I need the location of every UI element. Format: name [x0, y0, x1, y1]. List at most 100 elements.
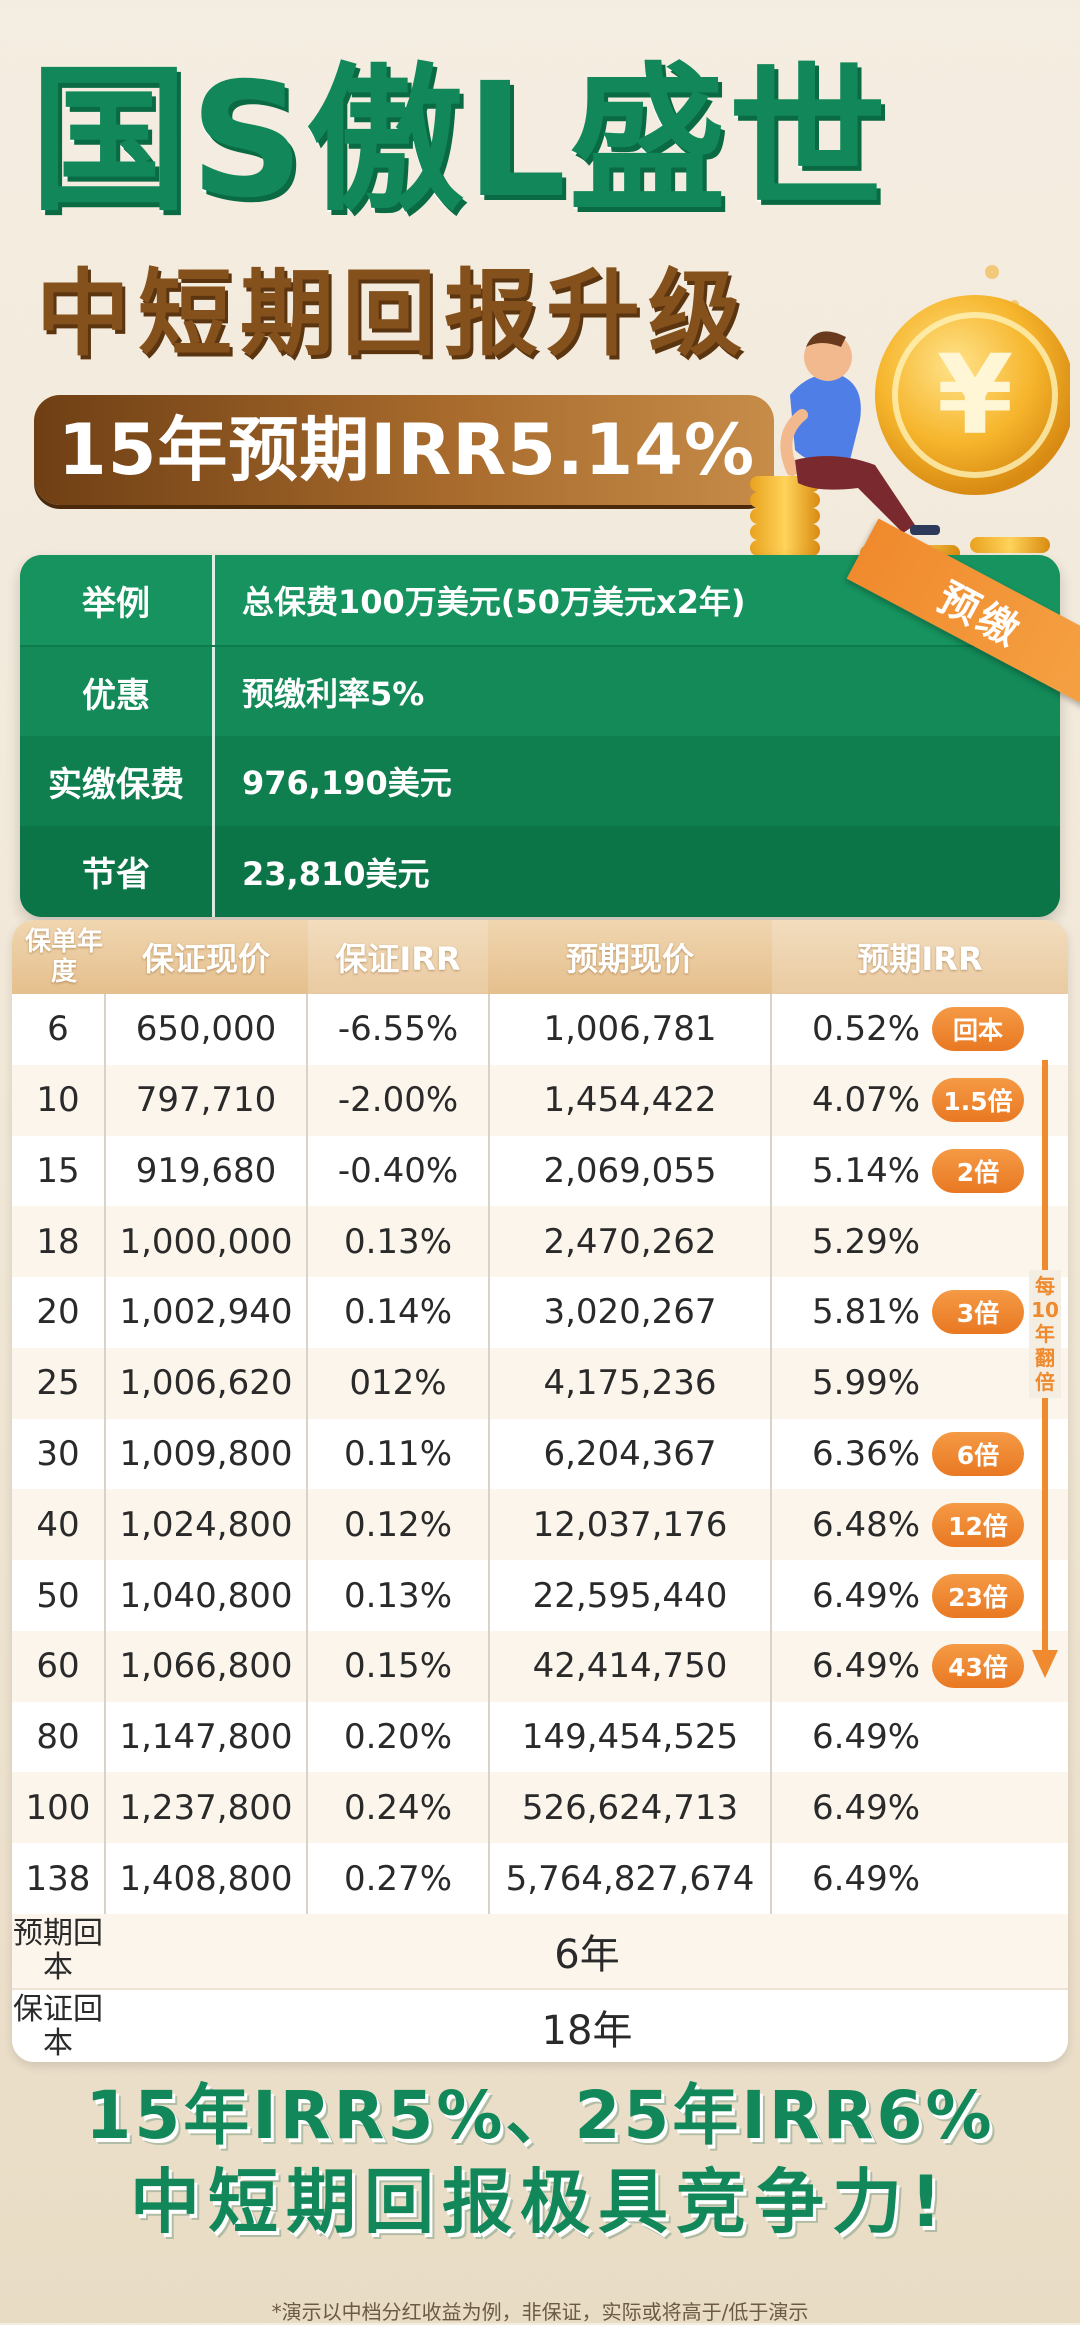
cell-guaranteed-value: 1,006,620 — [119, 1363, 293, 1404]
cell-year: 25 — [36, 1363, 80, 1404]
cell-year: 18 — [36, 1221, 80, 1262]
cell-guaranteed-irr: 012% — [349, 1363, 447, 1404]
cell-expected-irr: 5.29% — [812, 1221, 921, 1262]
footer-value: 18年 — [541, 2008, 633, 2054]
cell-year: 50 — [36, 1575, 80, 1616]
column-divider — [306, 994, 308, 1914]
cell-expected-irr: 6.49% — [812, 1575, 921, 1616]
footer-label: 保证回本 — [13, 1992, 103, 2061]
cell-expected-value: 2,069,055 — [543, 1150, 717, 1191]
cell-expected-irr: 4.07% — [812, 1080, 921, 1121]
info-label: 优惠 — [20, 647, 215, 737]
table-header: 保单年度 保证现价 保证IRR 预期现价 预期IRR — [12, 920, 1068, 994]
table-row: 15 919,680 -0.40% 2,069,055 5.14% 2倍 — [12, 1136, 1068, 1207]
decor-dot — [985, 265, 999, 279]
multiple-badge: 1.5倍 — [932, 1078, 1024, 1123]
multiple-badge: 回本 — [932, 1007, 1024, 1052]
cell-year: 138 — [25, 1858, 91, 1899]
cell-guaranteed-irr: -2.00% — [337, 1080, 459, 1121]
footer-row-guaranteed-breakeven: 保证回本 18年 — [12, 1988, 1068, 2062]
cell-expected-irr: 5.14% — [812, 1150, 921, 1191]
table-row: 60 1,066,800 0.15% 42,414,750 6.49% 43倍 — [12, 1630, 1068, 1702]
cell-expected-value: 526,624,713 — [521, 1787, 739, 1828]
cell-guaranteed-value: 650,000 — [135, 1009, 277, 1050]
info-row-discount: 优惠 预缴利率5% — [20, 647, 1060, 737]
cell-expected-value: 1,006,781 — [543, 1009, 717, 1050]
cell-year: 30 — [36, 1433, 80, 1474]
cell-expected-irr: 6.48% — [812, 1504, 921, 1545]
cell-expected-irr: 0.52% — [812, 1009, 921, 1050]
cell-expected-irr: 6.49% — [812, 1858, 921, 1899]
cell-expected-value: 12,037,176 — [532, 1504, 728, 1545]
header-guaranteed-irr: 保证IRR — [308, 920, 488, 994]
info-row-savings: 节省 23,810美元 — [20, 826, 1060, 917]
cell-expected-value: 6,204,367 — [543, 1433, 717, 1474]
cell-guaranteed-irr: 0.13% — [343, 1575, 452, 1616]
page-subtitle: 中短期回报升级 — [36, 260, 751, 369]
doubling-note-text: 每10年翻倍 — [1031, 1274, 1059, 1394]
cell-year: 100 — [25, 1787, 91, 1828]
cell-guaranteed-irr: 0.24% — [343, 1787, 452, 1828]
cell-guaranteed-value: 1,040,800 — [119, 1575, 293, 1616]
cell-expected-value: 149,454,525 — [521, 1717, 739, 1758]
cell-guaranteed-value: 1,147,800 — [119, 1717, 293, 1758]
cell-year: 80 — [36, 1717, 80, 1758]
policy-value-table: 保单年度 保证现价 保证IRR 预期现价 预期IRR 6 650,000 -6.55… — [12, 920, 1068, 2062]
disclaimer-text: *演示以中档分红收益为例，非保证，实际或将高于/低于演示 — [271, 2300, 809, 2324]
multiple-badge: 2倍 — [932, 1148, 1024, 1193]
header-guaranteed-value: 保证现价 — [141, 940, 270, 978]
table-row: 10 797,710 -2.00% 1,454,422 4.07% 1.5倍 — [12, 1064, 1068, 1136]
cell-guaranteed-irr: 0.11% — [343, 1433, 452, 1474]
cell-guaranteed-value: 1,024,800 — [119, 1504, 293, 1545]
cell-year: 40 — [36, 1504, 80, 1545]
column-divider — [770, 994, 772, 1914]
irr-highlight-text: 15年预期IRR5.14% — [58, 409, 756, 491]
info-label: 节省 — [20, 826, 215, 917]
table-row: 40 1,024,800 0.12% 12,037,176 6.48% 12倍 — [12, 1489, 1068, 1561]
cell-expected-value: 1,454,422 — [543, 1080, 717, 1121]
cell-expected-irr: 5.81% — [812, 1292, 921, 1333]
table-row: 100 1,237,800 0.24% 526,624,713 6.49% — [12, 1772, 1068, 1844]
cell-expected-irr: 6.36% — [812, 1433, 921, 1474]
header-expected-value: 预期现价 — [565, 940, 694, 978]
multiple-badge: 43倍 — [932, 1644, 1024, 1689]
table-row: 18 1,000,000 0.13% 2,470,262 5.29% — [12, 1206, 1068, 1278]
cell-expected-value: 3,020,267 — [543, 1292, 717, 1333]
cell-guaranteed-irr: 0.20% — [343, 1717, 452, 1758]
info-label: 举例 — [20, 555, 215, 645]
cell-expected-irr: 6.49% — [812, 1717, 921, 1758]
cell-guaranteed-value: 1,002,940 — [119, 1292, 293, 1333]
cell-expected-value: 5,764,827,674 — [505, 1858, 755, 1899]
cell-year: 60 — [36, 1646, 80, 1687]
info-row-actual-premium: 实缴保费 976,190美元 — [20, 736, 1060, 826]
multiple-badge: 23倍 — [932, 1573, 1024, 1618]
cell-guaranteed-value: 1,408,800 — [119, 1858, 293, 1899]
info-value: 23,810美元 — [242, 854, 430, 893]
info-value: 预缴利率5% — [242, 675, 425, 713]
cell-guaranteed-irr: 0.12% — [343, 1504, 452, 1545]
cell-expected-value: 4,175,236 — [543, 1363, 717, 1404]
table-row: 25 1,006,620 012% 4,175,236 5.99% — [12, 1347, 1068, 1419]
cell-expected-value: 22,595,440 — [532, 1575, 728, 1616]
column-divider — [104, 994, 106, 1914]
cell-expected-irr: 6.49% — [812, 1787, 921, 1828]
cell-guaranteed-value: 1,237,800 — [119, 1787, 293, 1828]
doubling-note: 每10年翻倍 — [1029, 1270, 1061, 1398]
footer-label: 预期回本 — [13, 1916, 103, 1985]
footer-value: 6年 — [554, 1932, 620, 1978]
cell-guaranteed-value: 1,066,800 — [119, 1646, 293, 1687]
cell-guaranteed-irr: 0.14% — [343, 1292, 452, 1333]
coin-illustration: ¥ — [750, 295, 1070, 561]
premium-info-table: 举例 总保费100万美元(50万美元x2年) 优惠 预缴利率5% 实缴保费 97… — [20, 555, 1060, 917]
page-title: 国S傲L盛世 — [30, 49, 889, 233]
header-policy-year: 保单年度 — [24, 927, 103, 987]
cell-guaranteed-irr: 0.13% — [343, 1221, 452, 1262]
cell-expected-irr: 6.49% — [812, 1646, 921, 1687]
table-row: 80 1,147,800 0.20% 149,454,525 6.49% — [12, 1702, 1068, 1773]
table-row: 30 1,009,800 0.11% 6,204,367 6.36% 6倍 — [12, 1419, 1068, 1490]
cell-year: 6 — [47, 1009, 69, 1050]
table-row: 20 1,002,940 0.14% 3,020,267 5.81% 3倍 — [12, 1277, 1068, 1348]
column-divider — [488, 994, 490, 1914]
cell-expected-value: 42,414,750 — [532, 1646, 728, 1687]
svg-text:¥: ¥ — [937, 331, 1014, 459]
